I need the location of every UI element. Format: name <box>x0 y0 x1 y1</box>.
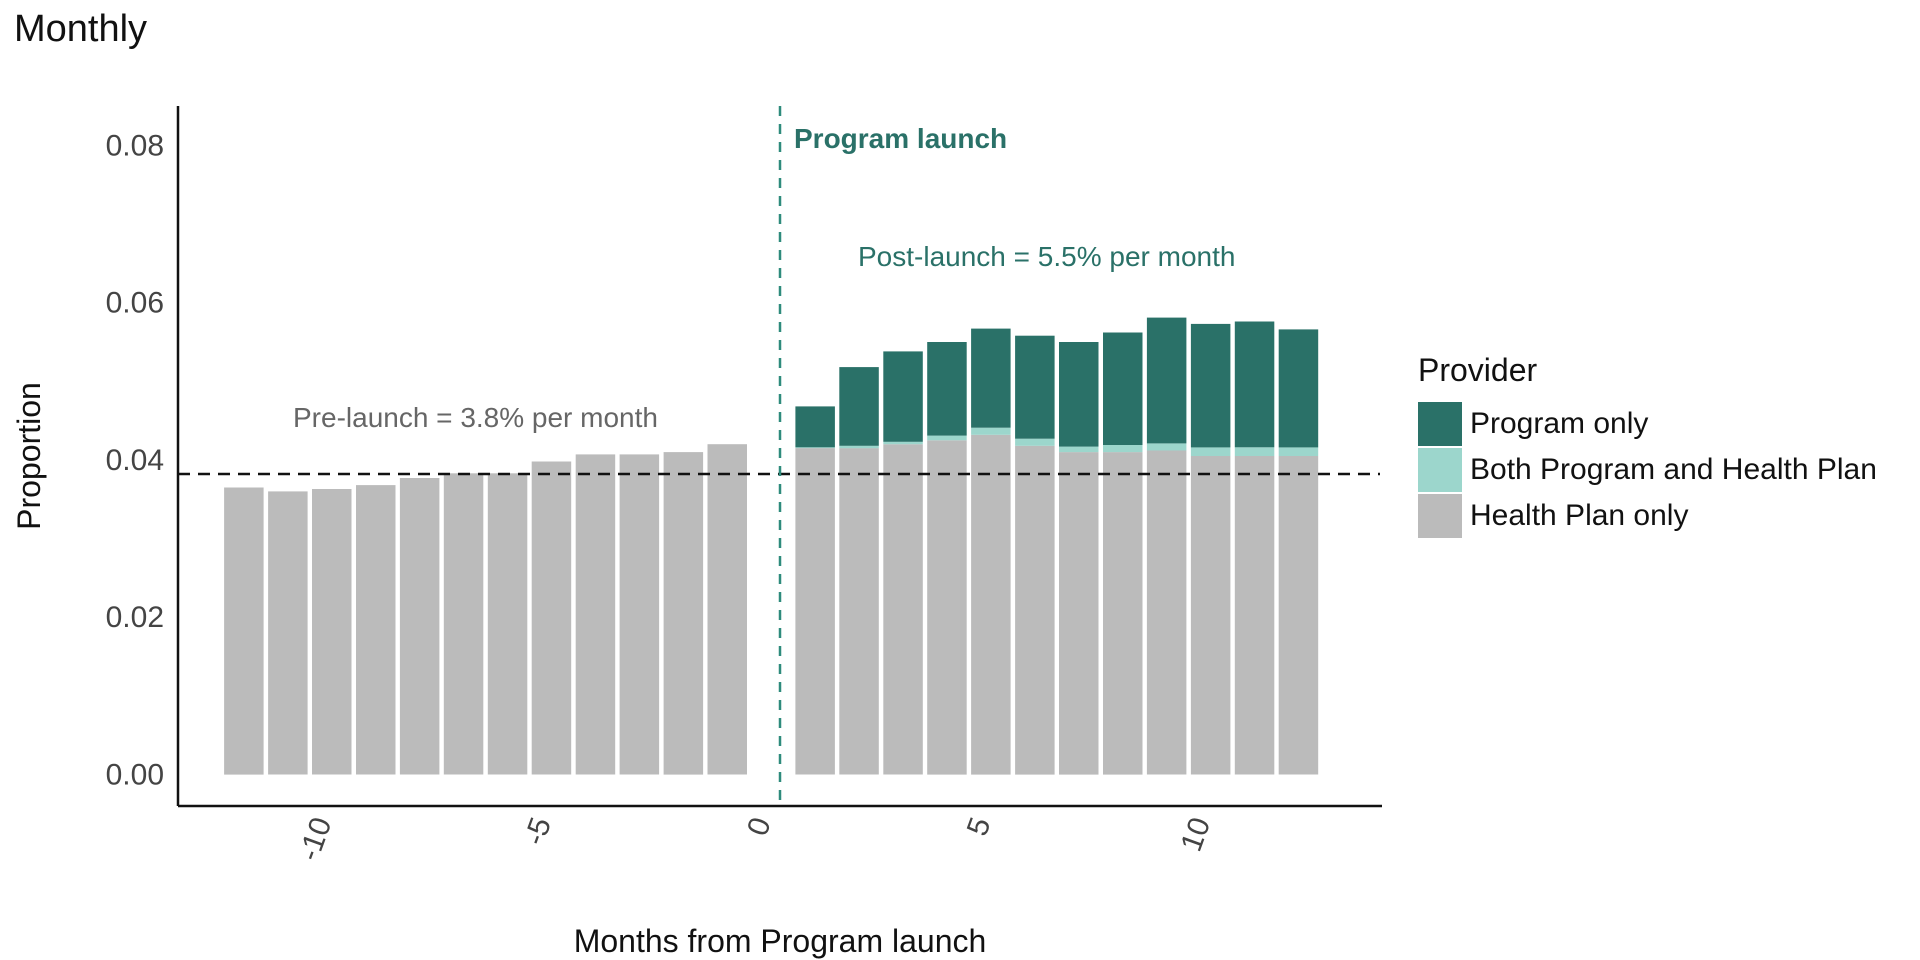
bar-health-plan-only-month--4 <box>575 454 616 775</box>
legend-item: Both Program and Health Plan <box>1418 447 1877 493</box>
bar-both-program-and-health-plan-month-9 <box>1146 443 1187 451</box>
legend-swatch <box>1418 494 1462 538</box>
launch-annotation: Program launch <box>794 123 1007 154</box>
bar-health-plan-only-month--7 <box>443 473 484 775</box>
bar-health-plan-only-month--11 <box>268 491 308 775</box>
pre-launch-annotation: Pre-launch = 3.8% per month <box>293 402 658 433</box>
bar-health-plan-only-month--2 <box>663 452 704 775</box>
bar-health-plan-only-month-6 <box>1015 445 1055 775</box>
bar-both-program-and-health-plan-month-5 <box>971 427 1011 435</box>
bar-health-plan-only-month-5 <box>971 434 1011 775</box>
bar-program-only-month-11 <box>1234 321 1275 448</box>
bar-program-only-month-10 <box>1190 323 1231 448</box>
bar-program-only-month-2 <box>839 367 879 446</box>
legend-title: Provider <box>1418 352 1538 388</box>
bar-both-program-and-health-plan-month-12 <box>1278 447 1319 456</box>
bar-health-plan-only-month--10 <box>312 489 352 775</box>
y-tick-label: 0.06 <box>106 287 164 320</box>
y-axis-label: Proportion <box>11 382 47 530</box>
bar-both-program-and-health-plan-month-4 <box>927 435 967 441</box>
legend-label: Health Plan only <box>1470 499 1689 532</box>
bar-program-only-month-8 <box>1103 332 1143 445</box>
bar-program-only-month-7 <box>1059 342 1099 447</box>
bar-both-program-and-health-plan-month-11 <box>1234 447 1275 456</box>
bar-both-program-and-health-plan-month-2 <box>839 445 879 449</box>
post-launch-annotation: Post-launch = 5.5% per month <box>858 241 1235 272</box>
bar-health-plan-only-month-11 <box>1234 456 1275 775</box>
bar-program-only-month-6 <box>1015 335 1055 439</box>
bar-both-program-and-health-plan-month-7 <box>1059 446 1099 453</box>
bars-layer <box>224 317 1319 775</box>
bar-program-only-month-12 <box>1278 329 1319 448</box>
y-tick-label: 0.02 <box>106 601 164 634</box>
y-tick-label: 0.04 <box>106 444 164 477</box>
legend: Provider Program only Both Program and He… <box>1418 352 1877 539</box>
bar-health-plan-only-month-8 <box>1103 452 1143 775</box>
bar-health-plan-only-month-3 <box>883 444 923 775</box>
bar-health-plan-only-month-4 <box>927 440 967 775</box>
y-tick-labels: 0.00 0.02 0.04 0.06 0.08 <box>106 129 164 791</box>
bar-health-plan-only-month--3 <box>619 454 660 775</box>
legend-swatch <box>1418 402 1462 446</box>
x-axis-label: Months from Program launch <box>574 923 987 959</box>
bar-health-plan-only-month-1 <box>795 448 835 775</box>
bar-health-plan-only-month--12 <box>224 487 264 775</box>
legend-item: Health Plan only <box>1418 493 1877 539</box>
y-tick-label: 0.08 <box>106 129 164 162</box>
bar-program-only-month-1 <box>795 406 835 448</box>
legend-label: Both Program and Health Plan <box>1470 453 1877 486</box>
bar-health-plan-only-month-9 <box>1146 450 1187 775</box>
chart-title: Monthly <box>14 8 148 50</box>
bar-both-program-and-health-plan-month-3 <box>883 441 923 445</box>
x-tick-labels: -10 -5 0 5 10 <box>293 813 1218 865</box>
legend-swatch <box>1418 448 1462 492</box>
bar-health-plan-only-month--6 <box>487 473 528 775</box>
x-tick-label: -10 <box>293 813 339 865</box>
bar-both-program-and-health-plan-month-8 <box>1103 445 1143 453</box>
x-tick-label: 10 <box>1175 813 1217 856</box>
x-tick-label: 0 <box>741 813 778 840</box>
x-tick-label: 5 <box>961 813 998 840</box>
bar-health-plan-only-month-12 <box>1278 456 1319 775</box>
bar-health-plan-only-month-7 <box>1059 452 1099 775</box>
bar-program-only-month-4 <box>927 342 967 436</box>
bar-both-program-and-health-plan-month-1 <box>795 447 835 449</box>
bar-health-plan-only-month-10 <box>1190 456 1231 775</box>
x-tick-label: -5 <box>518 813 558 849</box>
bar-health-plan-only-month--1 <box>707 444 747 775</box>
bar-both-program-and-health-plan-month-6 <box>1015 438 1055 446</box>
bar-program-only-month-9 <box>1146 317 1187 444</box>
legend-item: Program only <box>1418 401 1877 447</box>
legend-items: Program only Both Program and Health Plan… <box>1418 401 1877 539</box>
bar-health-plan-only-month--5 <box>531 461 572 775</box>
bar-health-plan-only-month--8 <box>399 478 440 775</box>
bar-health-plan-only-month-2 <box>839 448 879 775</box>
bar-program-only-month-5 <box>971 328 1011 428</box>
bar-health-plan-only-month--9 <box>356 485 396 775</box>
legend-label: Program only <box>1470 407 1649 440</box>
y-tick-label: 0.00 <box>106 759 164 792</box>
bar-both-program-and-health-plan-month-10 <box>1190 447 1231 456</box>
bar-program-only-month-3 <box>883 351 923 442</box>
